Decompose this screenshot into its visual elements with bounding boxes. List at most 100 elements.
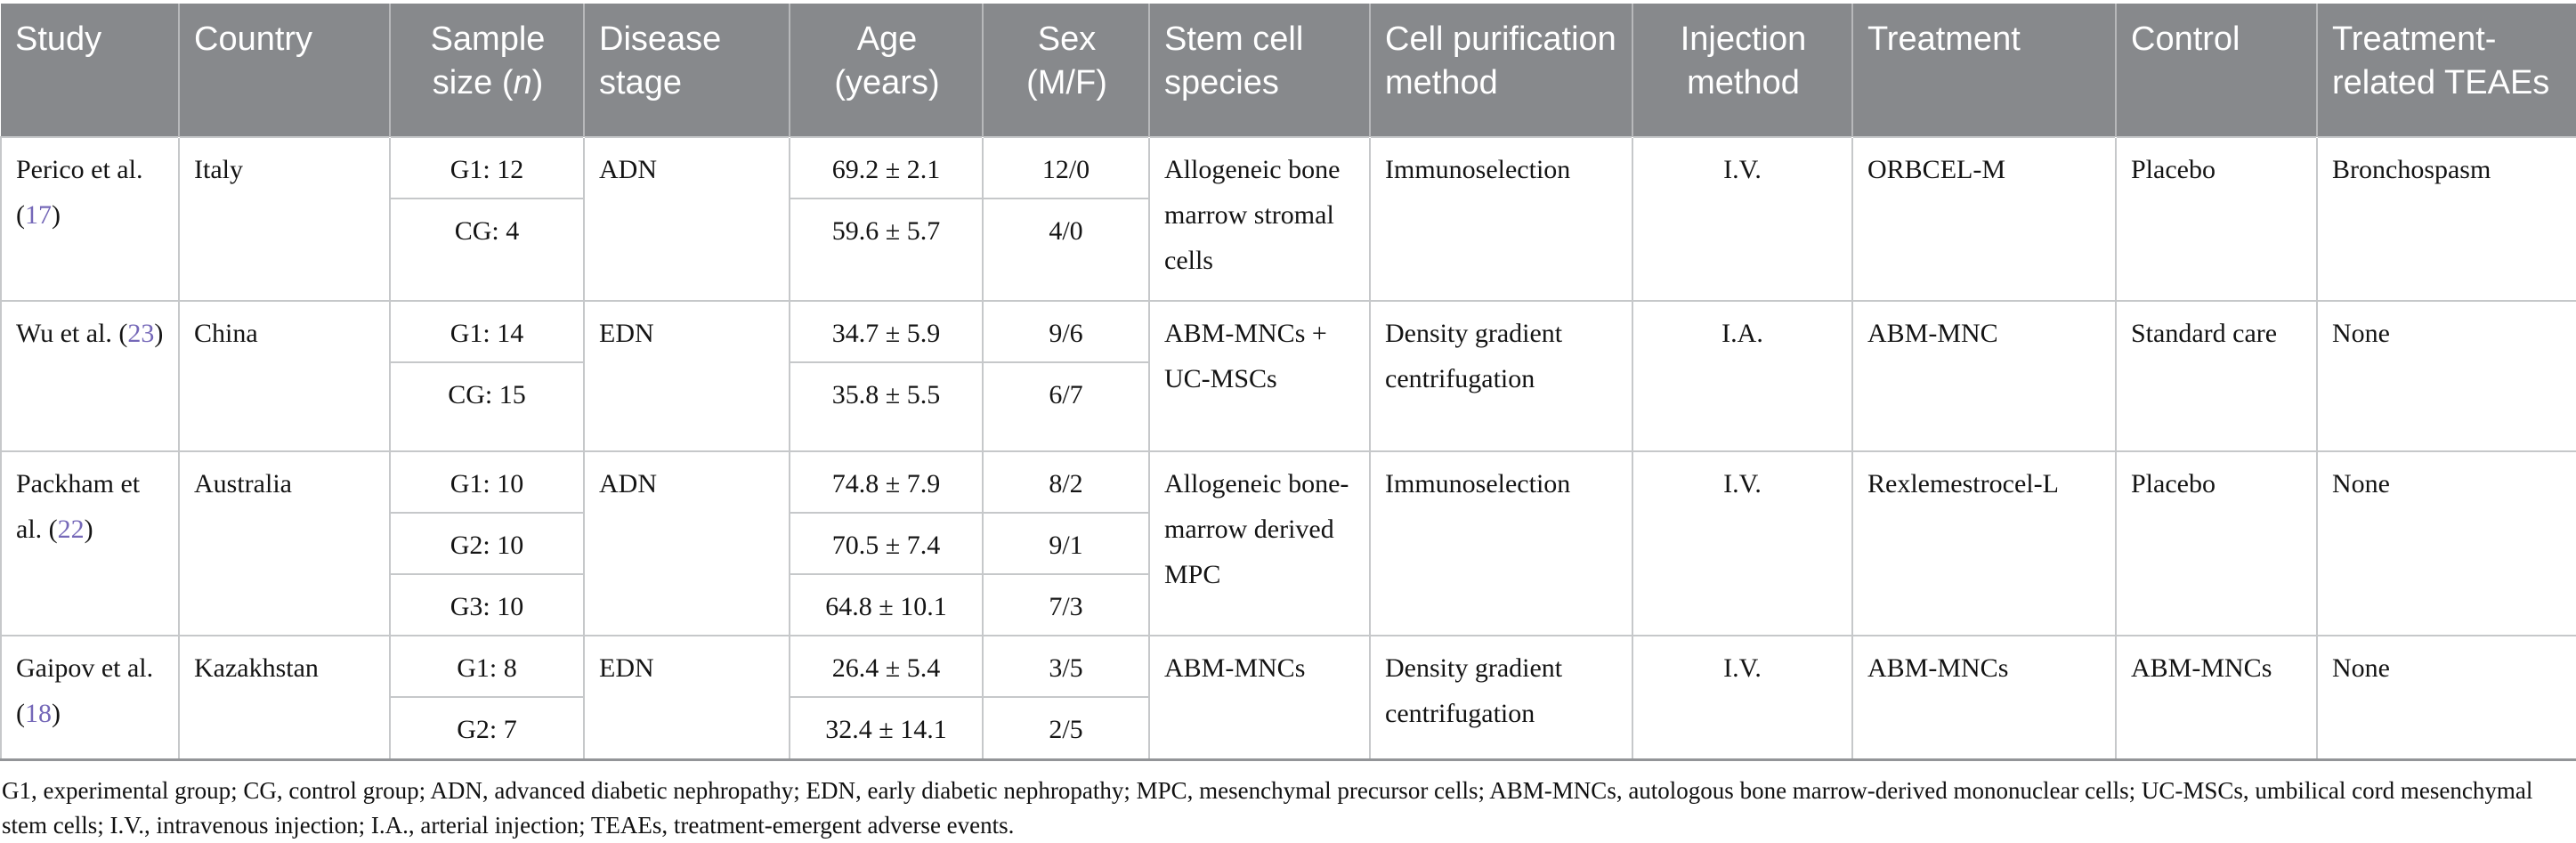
header-row: Study Country Sample size (n) Disease st…: [1, 4, 2576, 137]
sample-size-cell: G1: 8: [389, 635, 585, 698]
study-cell: Wu et al. (23): [0, 300, 180, 452]
age-cell: 64.8 ± 10.1: [789, 573, 984, 636]
study-characteristics-table: Study Country Sample size (n) Disease st…: [0, 4, 2576, 761]
page: Study Country Sample size (n) Disease st…: [0, 4, 2576, 839]
sample-size-label-n: n: [513, 64, 532, 102]
sample-size-label-pre: Sample size (: [430, 20, 546, 102]
treatment-cell: ABM-MNCs: [1851, 635, 2117, 760]
sample-size-cell: CG: 4: [389, 198, 585, 302]
study-authors: Wu et al.: [16, 319, 112, 348]
disease-stage-cell: EDN: [583, 635, 790, 760]
species-cell: Allogeneic bone-marrow derived MPC: [1148, 450, 1371, 636]
control-cell: ABM-MNCs: [2115, 635, 2318, 760]
citation-paren-close: ): [52, 699, 61, 728]
country-cell: Australia: [178, 450, 391, 636]
col-header-age: Age (years): [790, 4, 984, 137]
col-header-study: Study: [1, 4, 180, 137]
teaes-cell: None: [2316, 635, 2576, 760]
species-cell: ABM-MNCs + UC-MSCs: [1148, 300, 1371, 452]
col-header-purification: Cell purification method: [1370, 4, 1633, 137]
age-cell: 32.4 ± 14.1: [789, 696, 984, 760]
treatment-cell: ABM-MNC: [1851, 300, 2117, 452]
control-cell: Standard care: [2115, 300, 2318, 452]
sample-size-cell: CG: 15: [389, 361, 585, 452]
citation-link[interactable]: 23: [127, 319, 155, 348]
citation-paren-close: ): [52, 200, 61, 230]
sex-cell: 9/1: [982, 512, 1150, 575]
age-cell: 35.8 ± 5.5: [789, 361, 984, 452]
col-header-stem-cell-species: Stem cell species: [1149, 4, 1371, 137]
country-cell: China: [178, 300, 391, 452]
table-footnote: G1, experimental group; CG, control grou…: [2, 776, 2533, 839]
age-cell: 69.2 ± 2.1: [789, 136, 984, 199]
age-cell: 70.5 ± 7.4: [789, 512, 984, 575]
disease-stage-cell: ADN: [583, 450, 790, 636]
injection-cell: I.V.: [1632, 450, 1853, 636]
sex-cell: 2/5: [982, 696, 1150, 760]
purification-cell: Density gradient centrifugation: [1369, 635, 1633, 760]
table-subrow: G2: 10 70.5 ± 7.4 9/1: [1, 512, 2576, 575]
study-authors: Packham et al.: [16, 469, 141, 544]
table-row: Packham et al. (22) Australia G1: 10 ADN…: [0, 450, 2576, 636]
col-header-injection: Injection method: [1632, 4, 1853, 137]
sample-size-cell: G3: 10: [389, 573, 585, 636]
control-cell: Placebo: [2115, 450, 2318, 636]
col-header-sex: Sex (M/F): [983, 4, 1150, 137]
table-subrow: CG: 4 59.6 ± 5.7 4/0: [1, 198, 2576, 302]
col-header-country: Country: [179, 4, 391, 137]
sex-cell: 4/0: [982, 198, 1150, 302]
species-cell: ABM-MNCs: [1148, 635, 1371, 760]
col-header-control: Control: [2116, 4, 2318, 137]
treatment-cell: Rexlemestrocel-L: [1851, 450, 2117, 636]
sample-size-cell: G1: 14: [389, 300, 585, 363]
citation-paren-open: (: [16, 699, 25, 728]
purification-cell: Immunoselection: [1369, 136, 1633, 302]
treatment-cell: ORBCEL-M: [1851, 136, 2117, 302]
study-cell: Gaipov et al. (18): [0, 635, 180, 760]
country-cell: Kazakhstan: [178, 635, 391, 760]
teaes-cell: Bronchospasm: [2316, 136, 2576, 302]
col-header-treatment: Treatment: [1852, 4, 2117, 137]
age-cell: 59.6 ± 5.7: [789, 198, 984, 302]
citation-link[interactable]: 17: [25, 200, 52, 230]
table-subrow: G2: 7 32.4 ± 14.1 2/5: [1, 696, 2576, 760]
injection-cell: I.V.: [1632, 136, 1853, 302]
sex-cell: 12/0: [982, 136, 1150, 199]
sample-size-label-post: ): [531, 64, 544, 102]
sex-cell: 7/3: [982, 573, 1150, 636]
sample-size-cell: G2: 10: [389, 512, 585, 575]
citation-paren-open: (: [118, 319, 128, 348]
citation-paren-open: (: [16, 200, 25, 230]
col-header-teaes: Treatment-related TEAEs: [2317, 4, 2576, 137]
table-row: Wu et al. (23) China G1: 14 EDN 34.7 ± 5…: [0, 300, 2576, 452]
sex-cell: 8/2: [982, 450, 1150, 514]
purification-cell: Density gradient centrifugation: [1369, 300, 1633, 452]
sex-cell: 9/6: [982, 300, 1150, 363]
teaes-cell: None: [2316, 300, 2576, 452]
table-subrow: CG: 15 35.8 ± 5.5 6/7: [1, 361, 2576, 452]
injection-cell: I.A.: [1632, 300, 1853, 452]
sample-size-cell: G1: 10: [389, 450, 585, 514]
citation-paren-open: (: [48, 515, 58, 544]
table-row: Gaipov et al. (18) Kazakhstan G1: 8 EDN …: [0, 635, 2576, 760]
injection-cell: I.V.: [1632, 635, 1853, 760]
age-cell: 74.8 ± 7.9: [789, 450, 984, 514]
citation-paren-close: ): [154, 319, 164, 348]
country-cell: Italy: [178, 136, 391, 302]
disease-stage-cell: ADN: [583, 136, 790, 302]
sample-size-cell: G1: 12: [389, 136, 585, 199]
age-cell: 34.7 ± 5.9: [789, 300, 984, 363]
control-cell: Placebo: [2115, 136, 2318, 302]
study-authors: Gaipov et al.: [16, 653, 154, 683]
teaes-cell: None: [2316, 450, 2576, 636]
study-cell: Packham et al. (22): [0, 450, 180, 636]
sample-size-cell: G2: 7: [389, 696, 585, 760]
col-header-disease-stage: Disease stage: [584, 4, 790, 137]
sex-cell: 6/7: [982, 361, 1150, 452]
purification-cell: Immunoselection: [1369, 450, 1633, 636]
col-header-sample-size: Sample size (n): [390, 4, 585, 137]
citation-paren-close: ): [84, 515, 93, 544]
citation-link[interactable]: 18: [25, 699, 52, 728]
study-authors: Perico et al.: [16, 155, 143, 184]
citation-link[interactable]: 22: [57, 515, 85, 544]
